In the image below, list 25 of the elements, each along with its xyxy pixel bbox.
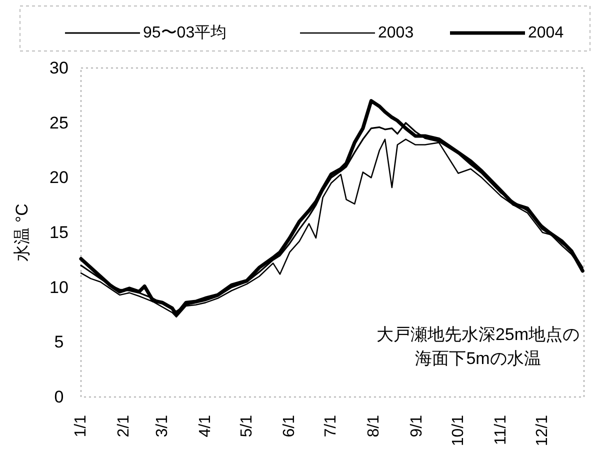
x-tick-label: 1/1	[72, 414, 90, 438]
x-tick-label: 6/1	[281, 414, 298, 438]
x-tick-label: 11/1	[492, 414, 510, 445]
y-axis-title: 水温 °C	[12, 204, 32, 262]
x-tick-label: 3/1	[154, 414, 172, 438]
legend-label: 2004	[528, 24, 564, 42]
x-tick-label: 10/1	[450, 414, 467, 446]
legend-label: 95〜03平均	[143, 24, 227, 42]
x-tick-label: 2/1	[115, 414, 132, 438]
y-tick-label: 25	[50, 113, 68, 132]
y-tick-label: 5	[54, 332, 64, 352]
x-tick-label: 7/1	[322, 414, 340, 438]
x-tick-label: 12/1	[534, 414, 552, 446]
y-tick-label: 10	[50, 278, 68, 297]
y-tick-label: 0	[54, 388, 64, 406]
x-tick-label: 5/1	[238, 414, 256, 438]
x-tick-label: 9/1	[408, 414, 426, 438]
y-tick-label: 30	[50, 58, 68, 78]
annotation: 海面下5mの水温	[415, 349, 541, 368]
y-tick-label: 20	[50, 168, 68, 188]
annotation: 大戸瀬地先水深25m地点の	[376, 325, 580, 344]
x-tick-label: 4/1	[196, 414, 214, 438]
x-tick-label: 8/1	[365, 414, 382, 438]
y-tick-label: 15	[50, 223, 68, 242]
legend-label: 2003	[378, 24, 414, 42]
